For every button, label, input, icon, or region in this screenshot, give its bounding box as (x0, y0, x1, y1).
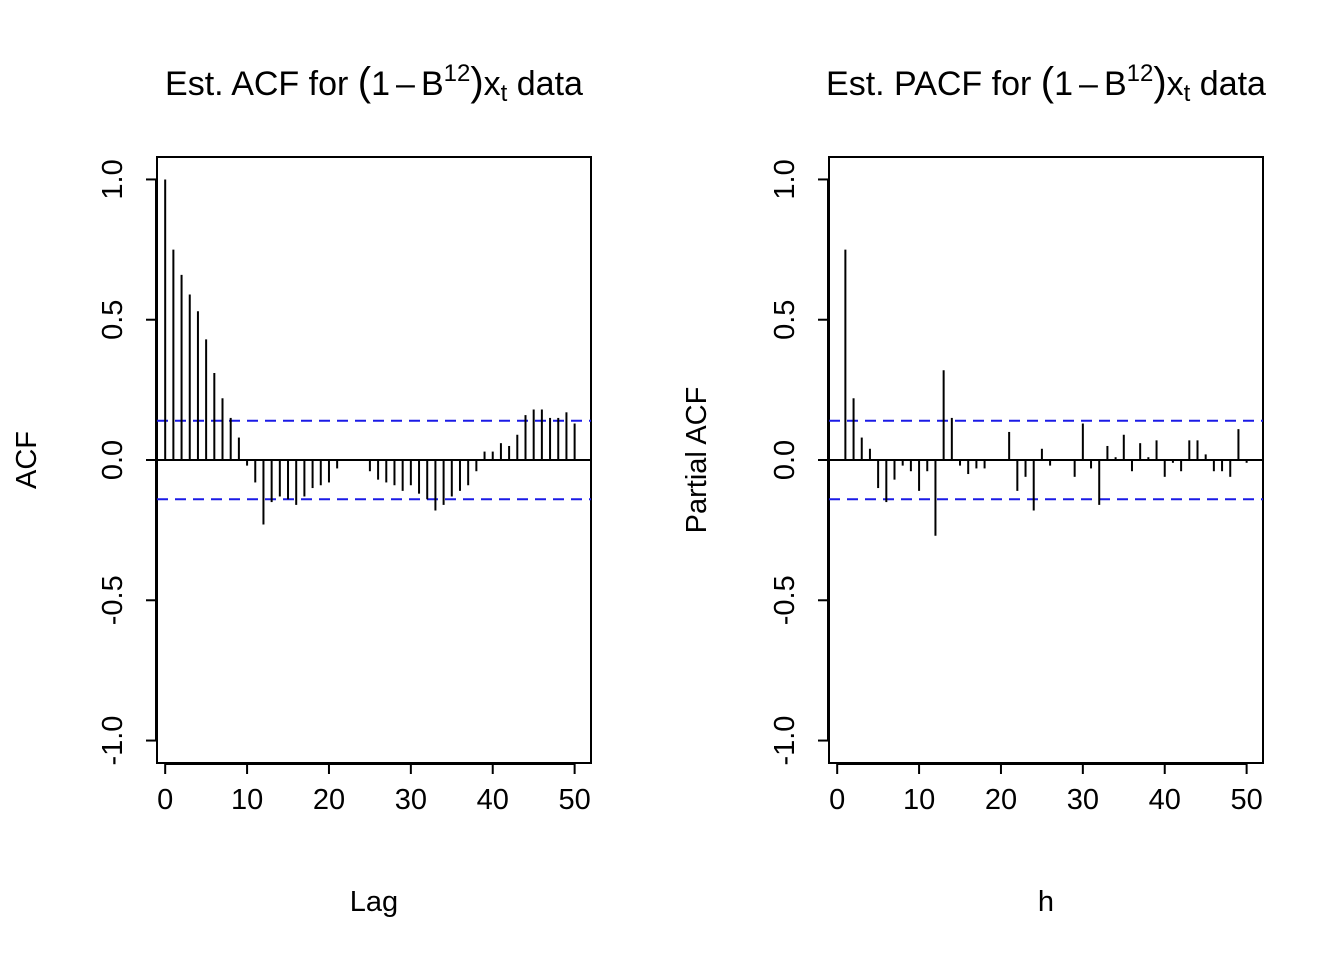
acf-x-tick-label-30: 30 (395, 784, 427, 816)
acf-title-prefix: Est. ACF for (165, 65, 358, 103)
pacf-title-prefix: Est. PACF for (826, 65, 1041, 103)
acf-y-tick-label-0.0: 0.0 (97, 440, 129, 480)
acf-x-tick-label-40: 40 (477, 784, 509, 816)
pacf-plot-area: 0 10 20 30 40 50 -1.0 -0.5 0.0 0.5 1.0 (769, 156, 1264, 816)
acf-y-tick-label--1.0: -1.0 (97, 716, 129, 766)
pacf-title-b: B (1104, 65, 1127, 103)
acf-title-b: B (421, 65, 444, 103)
acf-plot-area: 0 10 20 30 40 50 -1.0 -0.5 0.0 0.5 1.0 (97, 156, 592, 816)
pacf-x-tick-label-20: 20 (985, 784, 1017, 816)
acf-x-tick-label-0: 0 (157, 784, 173, 816)
acf-title-one: 1 (371, 65, 390, 103)
acf-x-axis-label: Lag (350, 886, 398, 918)
pacf-title-open-paren: ( (1041, 60, 1055, 104)
pacf-title-exponent: 12 (1127, 60, 1154, 87)
pacf-title-minus: – (1079, 65, 1098, 103)
pacf-y-tick-label-1.0: 1.0 (769, 159, 801, 199)
pacf-y-tick-label--0.5: -0.5 (769, 575, 801, 625)
pacf-y-tick-label--1.0: -1.0 (769, 716, 801, 766)
acf-title-x: x (484, 65, 501, 103)
acf-title-open-paren: ( (358, 60, 372, 104)
acf-y-tick-label-1.0: 1.0 (97, 159, 129, 199)
acf-title-suffix: data (507, 65, 583, 103)
pacf-title-one: 1 (1054, 65, 1073, 103)
pacf-y-tick-label-0.0: 0.0 (769, 440, 801, 480)
acf-y-tick-label-0.5: 0.5 (97, 300, 129, 340)
pacf-title: Est. PACF for (1– B12)xt data (826, 60, 1266, 107)
pacf-title-close-paren: ) (1153, 60, 1166, 104)
acf-panel: Est. ACF for (1– B12)xt data ACF Lag 0 10 2… (11, 60, 592, 918)
pacf-y-axis-label: Partial ACF (681, 387, 713, 534)
pacf-x-tick-label-10: 10 (903, 784, 935, 816)
pacf-x-axis-label: h (1038, 886, 1054, 918)
pacf-x-tick-label-30: 30 (1067, 784, 1099, 816)
acf-title-subscript: t (501, 80, 508, 107)
acf-y-tick-label--0.5: -0.5 (97, 575, 129, 625)
pacf-title-suffix: data (1190, 65, 1266, 103)
acf-title-exponent: 12 (444, 60, 471, 87)
acf-x-tick-label-20: 20 (313, 784, 345, 816)
acf-title-minus: – (396, 65, 415, 103)
acf-title-close-paren: ) (470, 60, 483, 104)
acf-y-axis-label: ACF (11, 431, 43, 489)
acf-title: Est. ACF for (1– B12)xt data (165, 60, 583, 107)
pacf-y-tick-label-0.5: 0.5 (769, 300, 801, 340)
pacf-title-subscript: t (1184, 80, 1191, 107)
pacf-x-tick-label-50: 50 (1230, 784, 1262, 816)
acf-x-tick-label-10: 10 (231, 784, 263, 816)
pacf-title-x: x (1167, 65, 1184, 103)
pacf-x-tick-label-40: 40 (1149, 784, 1181, 816)
acf-x-tick-label-50: 50 (558, 784, 590, 816)
pacf-panel: Est. PACF for (1– B12)xt data Partial ACF… (681, 60, 1266, 918)
pacf-x-tick-label-0: 0 (829, 784, 845, 816)
